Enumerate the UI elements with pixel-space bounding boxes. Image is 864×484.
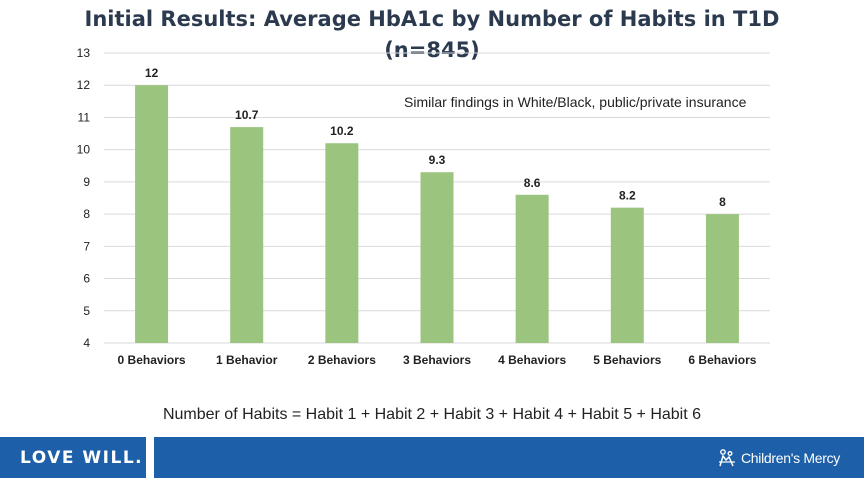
footer-brand-bar: Children's Mercy bbox=[154, 437, 864, 478]
chart-title: Initial Results: Average HbA1c by Number… bbox=[0, 4, 864, 66]
y-tick-label: 4 bbox=[83, 336, 90, 350]
y-tick-label: 11 bbox=[78, 110, 91, 124]
data-label: 9.3 bbox=[429, 153, 446, 167]
x-category-label: 0 Behaviors bbox=[118, 353, 186, 367]
brand-logo: Children's Mercy bbox=[717, 448, 840, 468]
brand-name: Children's Mercy bbox=[740, 450, 840, 466]
chart-title-line1: Initial Results: Average HbA1c by Number… bbox=[84, 7, 780, 31]
y-tick-label: 6 bbox=[83, 272, 90, 286]
data-label: 8.6 bbox=[524, 176, 541, 190]
bar bbox=[135, 85, 169, 343]
data-label: 10.2 bbox=[330, 124, 354, 138]
bar bbox=[610, 207, 644, 343]
y-tick-label: 13 bbox=[77, 46, 91, 60]
x-category-label: 3 Behaviors bbox=[403, 353, 471, 367]
x-category-label: 2 Behaviors bbox=[308, 353, 376, 367]
y-tick-label: 10 bbox=[77, 143, 91, 157]
y-tick-label: 8 bbox=[83, 207, 90, 221]
bar bbox=[325, 143, 359, 343]
data-label: 8 bbox=[719, 195, 726, 209]
bar bbox=[230, 127, 264, 343]
bar bbox=[515, 194, 549, 343]
y-tick-label: 12 bbox=[77, 78, 91, 92]
data-label: 8.2 bbox=[619, 189, 636, 203]
data-label: 12 bbox=[145, 66, 159, 80]
x-category-label: 6 Behaviors bbox=[688, 353, 756, 367]
bar bbox=[705, 214, 739, 343]
data-label: 10.7 bbox=[235, 108, 259, 122]
footer-tagline-bar: LOVE WILL. bbox=[0, 437, 146, 478]
x-category-label: 4 Behaviors bbox=[498, 353, 566, 367]
habits-formula: Number of Habits = Habit 1 + Habit 2 + H… bbox=[162, 406, 702, 423]
chart-title-line2: (n=845) bbox=[384, 38, 480, 62]
y-tick-label: 5 bbox=[83, 304, 90, 318]
y-tick-label: 7 bbox=[83, 239, 90, 253]
bar bbox=[420, 172, 454, 343]
chart-annotation: Similar findings in White/Black, public/… bbox=[404, 94, 747, 110]
y-tick-label: 9 bbox=[83, 175, 90, 189]
bar-chart: 4 5 6 7 8 9 10 11 12 13 12 0 Behaviors 10.7 1 Behavio… bbox=[77, 46, 770, 367]
x-category-label: 5 Behaviors bbox=[593, 353, 661, 367]
x-category-label: 1 Behavior bbox=[216, 353, 278, 367]
footer-tagline: LOVE WILL. bbox=[20, 447, 144, 468]
childrens-mercy-logo-icon bbox=[718, 449, 735, 467]
